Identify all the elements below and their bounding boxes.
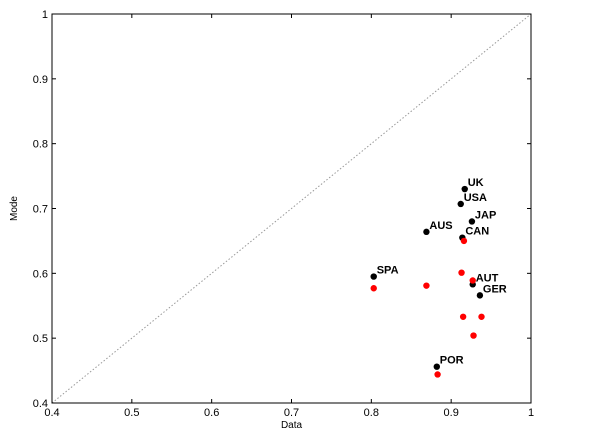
point-label: AUS (429, 220, 452, 232)
data-point-red (423, 282, 430, 289)
data-point-red (458, 269, 465, 276)
data-point-black (457, 200, 464, 208)
x-tick-label: 0.6 (204, 407, 219, 419)
y-tick-label: 0.8 (33, 139, 48, 151)
x-tick-label: 0.7 (284, 407, 299, 419)
data-point-black (461, 185, 468, 193)
data-point-black (476, 292, 484, 299)
y-tick-label: 0.6 (33, 268, 48, 280)
point-label: JAP (475, 209, 496, 221)
point-label: POR (440, 355, 464, 367)
data-point-red (469, 277, 476, 284)
x-tick-label: 0.4 (44, 407, 59, 419)
point-label: USA (464, 192, 487, 204)
data-point-black (370, 273, 377, 280)
x-axis-label: Data (281, 420, 303, 431)
data-point-black (433, 363, 440, 370)
data-point-black (468, 218, 476, 225)
point-label: UK (468, 177, 484, 189)
data-point-red (478, 313, 485, 320)
y-tick-label: 0.7 (33, 204, 48, 216)
y-tick-label: 0.5 (33, 333, 48, 345)
y-tick-label: 0.4 (33, 398, 48, 410)
data-point-red (470, 332, 477, 339)
tick-layer: 0.4 0.5 0.6 0.7 0.8 0.9 1 0.4 0.5 0.6 0.7 0.8 0.9 1 (33, 9, 534, 419)
x-tick-label: 0.8 (364, 407, 379, 419)
diagonal-reference-line (51, 13, 532, 404)
point-label: CAN (465, 226, 489, 238)
x-tick-label: 0.9 (444, 407, 459, 419)
x-tick-label: 1 (528, 407, 534, 419)
point-label: AUT (476, 272, 499, 284)
point-label: SPA (377, 265, 399, 277)
y-tick-label: 0.9 (33, 74, 48, 86)
data-point-black (423, 228, 430, 236)
data-point-red (460, 237, 468, 245)
data-point-red (434, 371, 441, 378)
y-axis-label: Mode (9, 196, 20, 221)
point-label: GER (483, 283, 507, 295)
reference-line-layer (51, 13, 532, 404)
data-point-red (459, 313, 467, 320)
y-tick-label: 1 (42, 9, 48, 21)
x-tick-label: 0.5 (124, 407, 139, 419)
data-point-red (370, 285, 377, 292)
